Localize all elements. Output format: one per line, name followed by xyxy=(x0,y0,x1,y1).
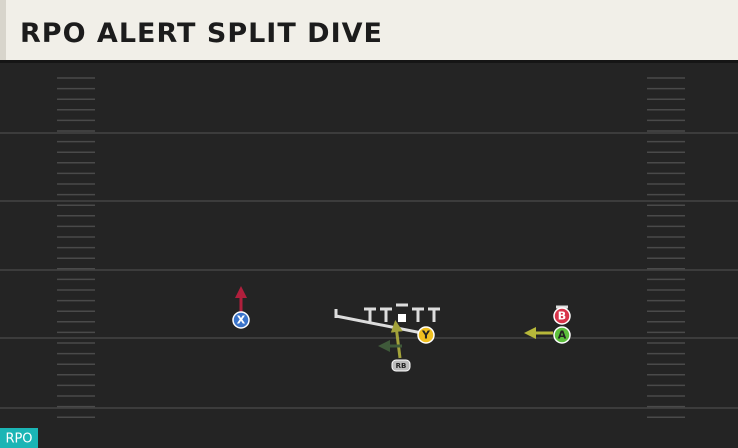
badge xyxy=(0,428,38,448)
route-arrow xyxy=(390,320,403,359)
player-label: B xyxy=(558,310,566,323)
player-x xyxy=(232,311,250,329)
play-title: RPO ALERT SPLIT DIVE xyxy=(20,18,383,49)
player-label: Y xyxy=(421,329,431,342)
player-y xyxy=(417,326,435,344)
badge-label: RPO xyxy=(5,432,32,447)
player-label: RB xyxy=(396,362,407,370)
center xyxy=(398,314,406,322)
yard-lines xyxy=(0,132,738,409)
player-label: X xyxy=(237,314,246,327)
header: RPO ALERT SPLIT DIVE xyxy=(0,0,738,63)
offensive-line xyxy=(334,303,440,335)
hash-marks xyxy=(57,77,685,418)
player-b xyxy=(553,307,571,325)
player-label: A xyxy=(558,329,567,342)
player-rb xyxy=(391,359,411,372)
player-a xyxy=(553,326,571,344)
